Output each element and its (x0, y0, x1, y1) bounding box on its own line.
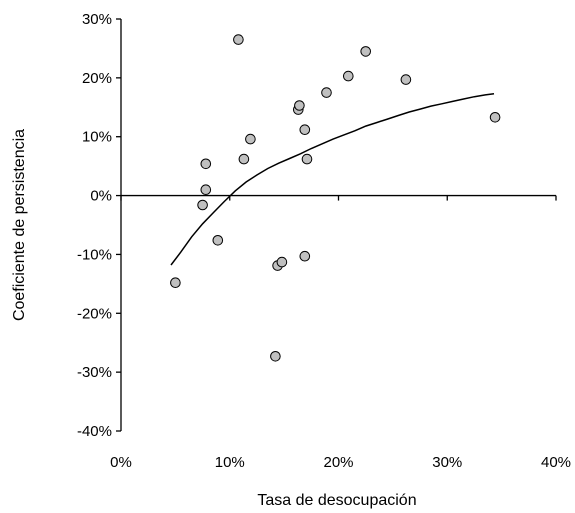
scatter-point (299, 124, 311, 135)
x-tick-label: 20% (323, 454, 353, 471)
y-tick-label: -10% (77, 246, 112, 263)
scatter-point (170, 277, 181, 289)
scatter-point (200, 184, 212, 195)
scatter-point (299, 250, 311, 262)
scatter-point (294, 100, 305, 111)
x-axis-title: Tasa de desocupación (257, 492, 416, 509)
y-tick-label: 20% (82, 70, 112, 87)
plot-area (170, 34, 501, 362)
scatter-point (238, 153, 250, 165)
scatter-point (200, 158, 212, 170)
x-tick-label: 0% (110, 454, 132, 471)
scatter-point (301, 153, 313, 165)
x-tick-label: 40% (541, 454, 571, 471)
y-tick-label: -20% (77, 305, 112, 322)
y-axis-title: Coeficiente de persistencia (11, 129, 28, 321)
y-tick-label: 0% (90, 188, 112, 205)
scatter-point (212, 235, 224, 246)
scatter-point (489, 112, 501, 123)
scatter-point (360, 46, 372, 57)
scatter-point (233, 34, 244, 45)
scatter-point (197, 199, 208, 211)
scatter-point (245, 133, 256, 145)
x-tick-label: 30% (432, 454, 462, 471)
scatter-point (400, 74, 412, 85)
scatter-point (270, 351, 281, 362)
y-tick-label: 10% (82, 129, 112, 146)
axes (116, 18, 557, 432)
y-tick-label: 30% (82, 11, 112, 28)
x-tick-label: 10% (215, 454, 245, 471)
trend-line (170, 92, 495, 266)
scatter-point (321, 87, 332, 98)
y-tick-label: -30% (77, 364, 112, 381)
scatter-point (276, 256, 288, 268)
scatter-point (343, 70, 354, 82)
y-tick-label: -40% (77, 423, 112, 440)
tick-labels: -40% -30% -20% -10% 0% 10% 20% 30% 0% 10% 20% 30% 40… (77, 11, 571, 471)
